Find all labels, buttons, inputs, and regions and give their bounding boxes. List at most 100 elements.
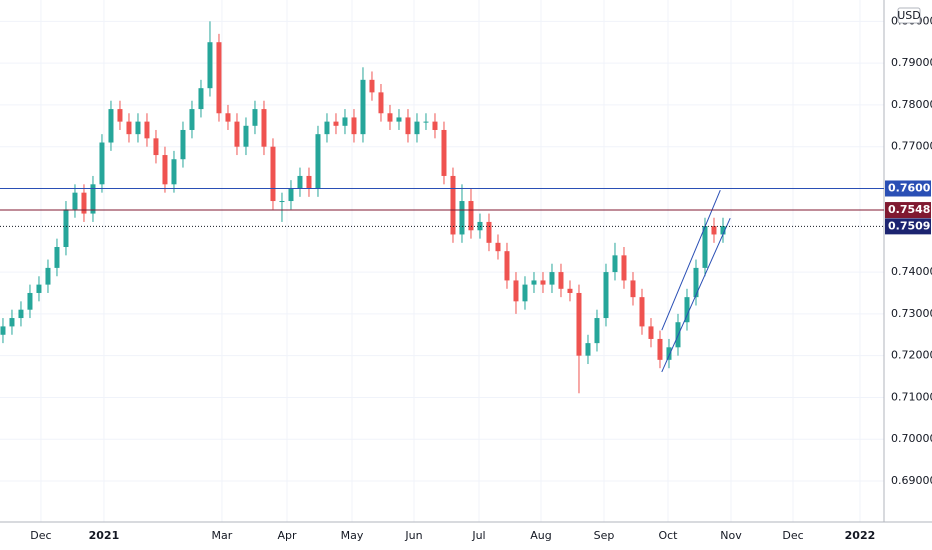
candle-body <box>315 134 321 189</box>
candle-body <box>441 129 447 176</box>
candle-body <box>612 255 618 273</box>
candle-body <box>279 201 285 203</box>
x-tick-label: Jul <box>471 529 485 542</box>
candle-body <box>198 88 204 110</box>
y-tick-label: 0.73000 <box>891 307 932 320</box>
candle-body <box>144 121 150 139</box>
candle-body <box>63 209 69 247</box>
candle-body <box>576 292 582 356</box>
candle-body <box>90 184 96 214</box>
candle-body <box>306 175 312 189</box>
x-tick-label: May <box>341 529 364 542</box>
candle-body <box>522 284 528 302</box>
candle-body <box>117 109 123 122</box>
candle-body <box>513 280 519 302</box>
x-tick-label: Oct <box>658 529 678 542</box>
trendline <box>661 217 731 373</box>
candle-body <box>126 121 132 135</box>
candle-body <box>27 292 33 310</box>
x-tick-label: Dec <box>782 529 803 542</box>
candle-body <box>36 284 42 293</box>
price-label-box <box>885 202 931 219</box>
candle-body <box>207 42 213 89</box>
candle-body <box>414 121 420 135</box>
candle-body <box>297 175 303 189</box>
candle-body <box>99 142 105 185</box>
candle-body <box>477 221 483 231</box>
candle-body <box>45 267 51 285</box>
candle-body <box>288 188 294 202</box>
y-tick-label: 0.70000 <box>891 432 932 445</box>
candle-body <box>639 297 645 327</box>
candle-body <box>711 226 717 235</box>
candle-body <box>702 226 708 268</box>
candle-body <box>504 251 510 281</box>
x-tick-label: Mar <box>212 529 233 542</box>
y-tick-label: 0.77000 <box>891 140 932 153</box>
candle-body <box>72 192 78 210</box>
currency-badge <box>897 7 921 24</box>
candle-body <box>720 226 726 235</box>
candle-body <box>432 121 438 130</box>
candle-body <box>216 42 222 114</box>
candle-body <box>333 121 339 126</box>
candle-body <box>189 109 195 130</box>
candle-body <box>531 280 537 285</box>
candle-body <box>81 192 87 214</box>
y-tick-label: 0.69000 <box>891 474 932 487</box>
candle-body <box>378 92 384 114</box>
price-label-box <box>885 218 931 235</box>
candle-body <box>603 272 609 319</box>
candle-body <box>108 109 114 143</box>
currency-label: USD <box>897 9 921 22</box>
candle-body <box>630 280 636 298</box>
y-tick-label: 0.72000 <box>891 349 932 362</box>
candle-body <box>270 146 276 202</box>
candle-body <box>54 246 60 268</box>
candle-body <box>252 109 258 126</box>
y-tick-label: 0.78000 <box>891 98 932 111</box>
candle-body <box>9 318 15 327</box>
candle-body <box>369 79 375 93</box>
candle-body <box>351 117 357 135</box>
y-tick-label: 0.74000 <box>891 265 932 278</box>
candle-body <box>540 280 546 285</box>
candle-body <box>585 343 591 356</box>
candle-body <box>324 121 330 135</box>
candle-body <box>162 155 168 185</box>
candle-body <box>0 326 6 335</box>
x-tick-label: 2022 <box>845 529 876 542</box>
candle-body <box>243 125 249 147</box>
x-tick-label: Nov <box>720 529 742 542</box>
trendline <box>661 189 721 331</box>
candle-body <box>666 347 672 360</box>
candle-body <box>225 113 231 122</box>
candle-body <box>594 318 600 344</box>
candle-body <box>153 138 159 156</box>
candle-body <box>396 117 402 122</box>
candle-body <box>621 255 627 281</box>
x-tick-label: Aug <box>530 529 551 542</box>
x-tick-label: Sep <box>594 529 615 542</box>
candle-body <box>558 272 564 289</box>
candle-body <box>648 326 654 339</box>
candle-body <box>549 272 555 285</box>
x-tick-label: Apr <box>278 529 298 542</box>
price-label: 0.75094 <box>888 219 932 232</box>
candle-body <box>495 242 501 252</box>
y-tick-label: 0.71000 <box>891 390 932 403</box>
candle-body <box>486 221 492 243</box>
candle-body <box>342 117 348 126</box>
price-label-box <box>885 180 931 197</box>
candle-body <box>135 121 141 135</box>
candle-body <box>693 267 699 298</box>
candle-body <box>684 297 690 323</box>
x-tick-label: Dec <box>30 529 51 542</box>
candle-body <box>387 113 393 122</box>
candle-body <box>360 79 366 135</box>
candle-body <box>468 201 474 231</box>
candle-body <box>657 338 663 360</box>
